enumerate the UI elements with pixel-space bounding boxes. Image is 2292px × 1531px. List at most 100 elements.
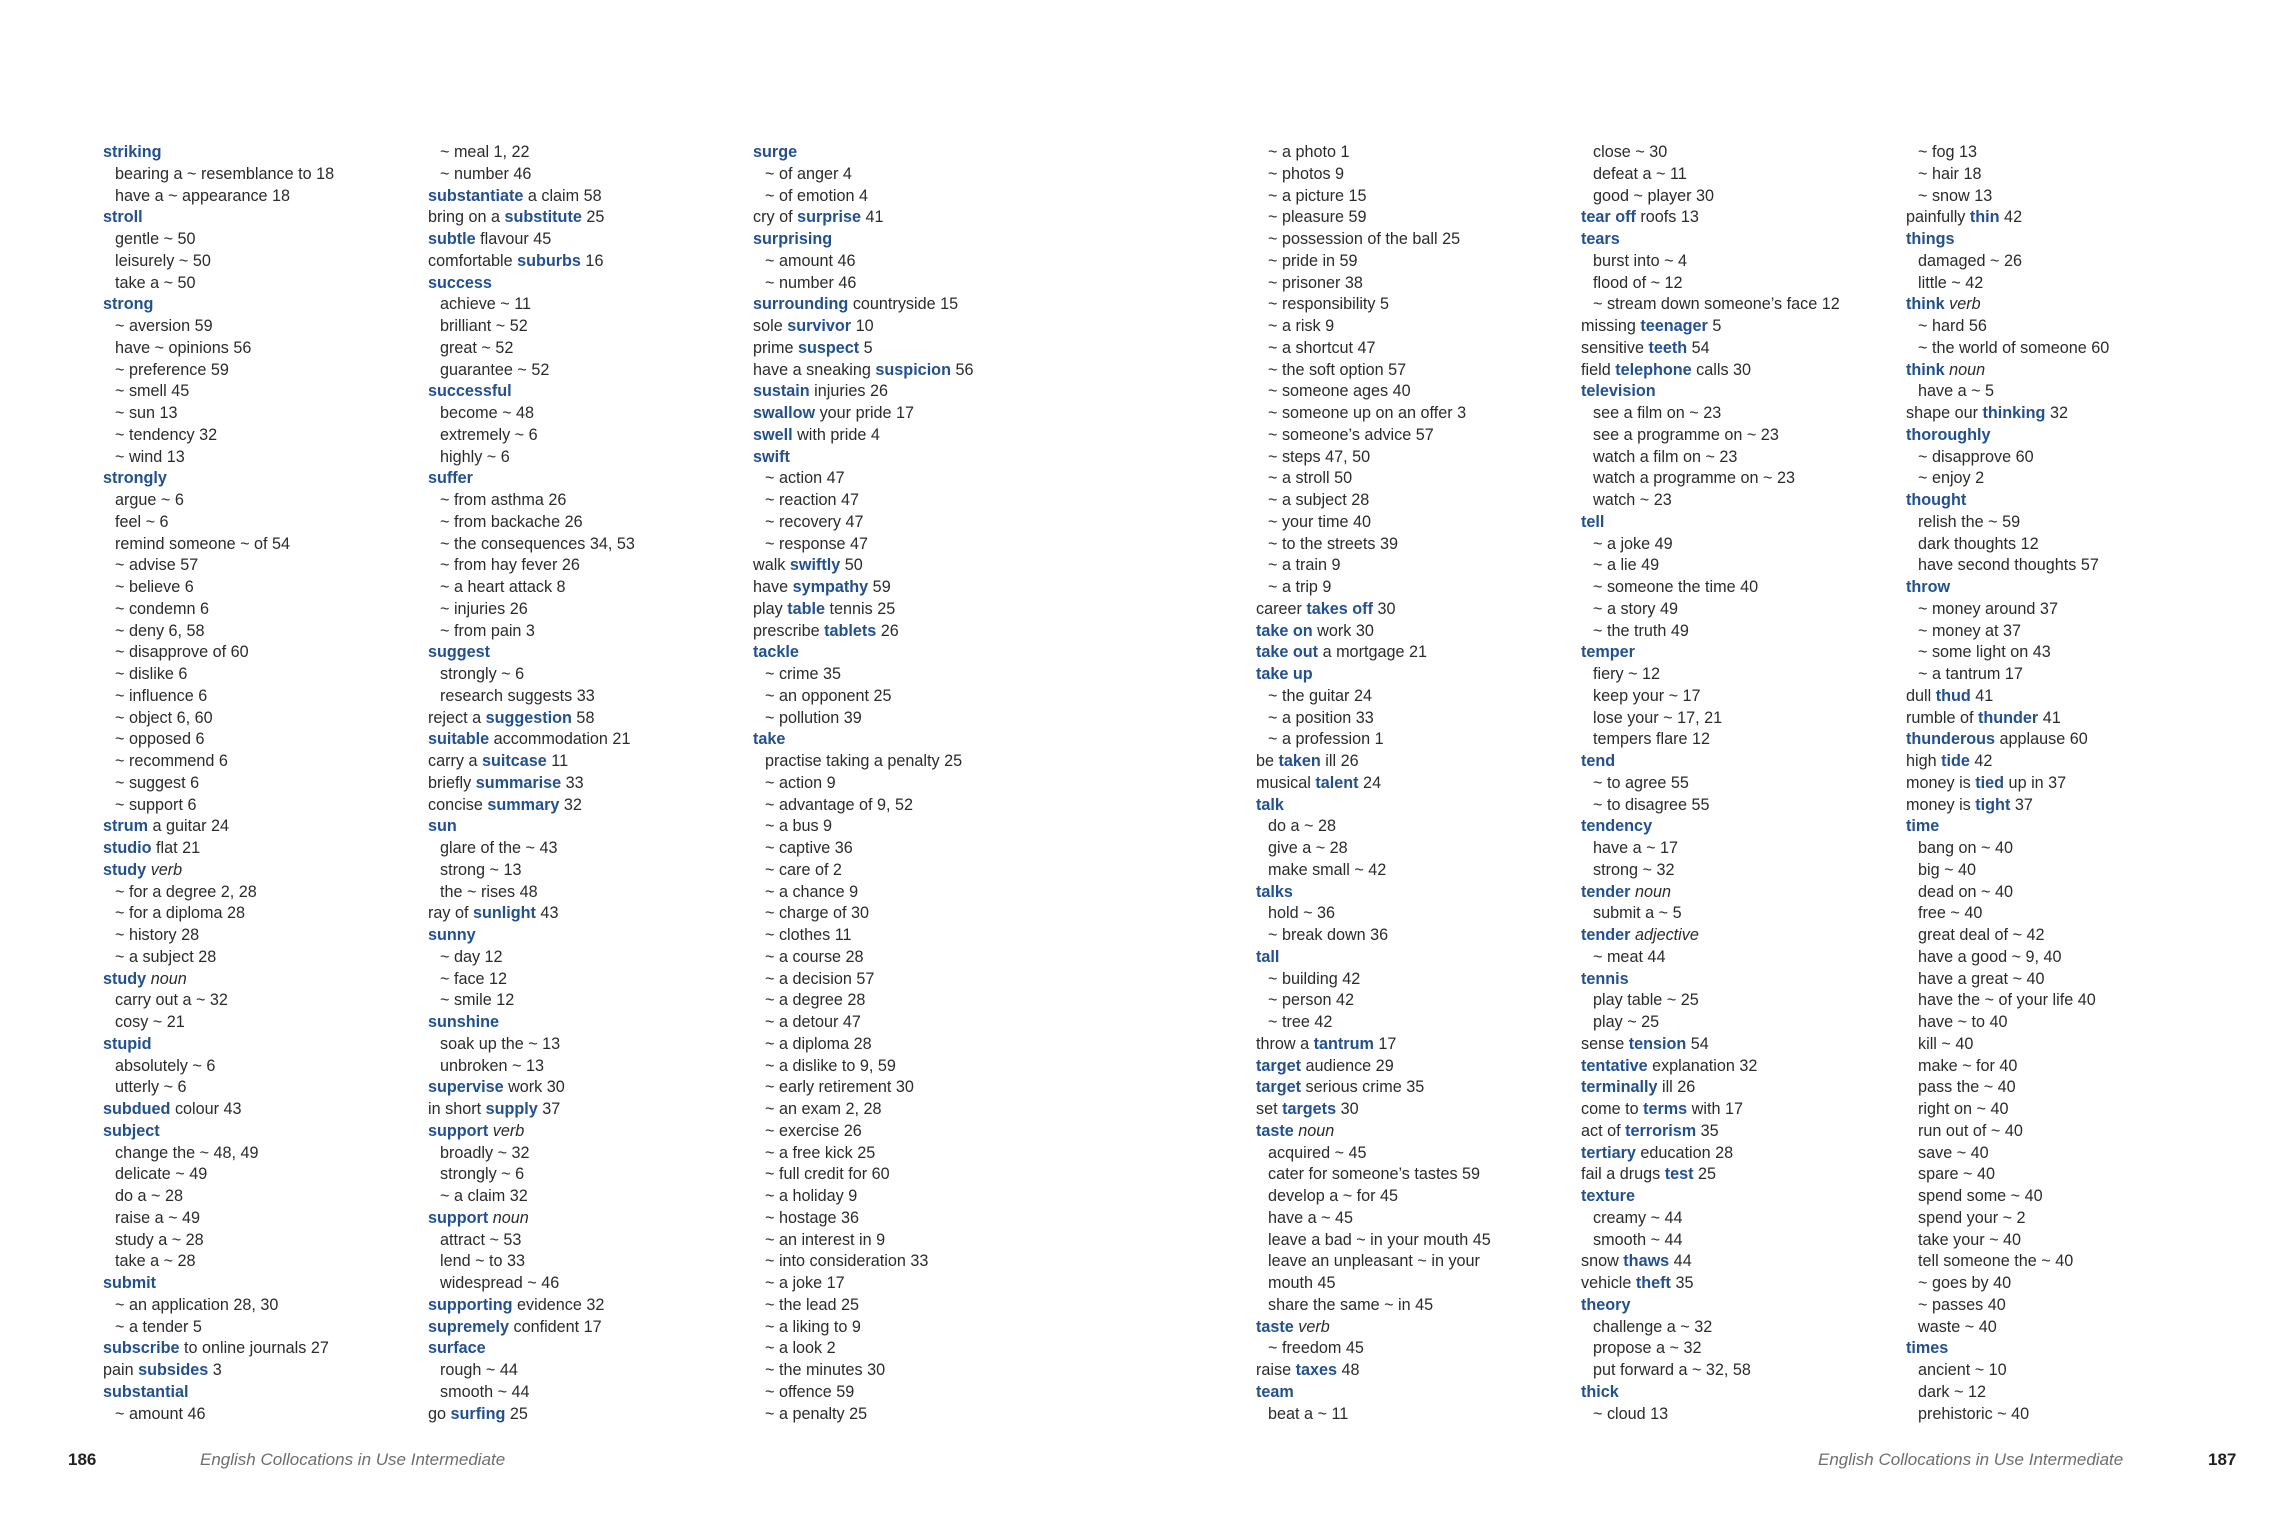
index-text: ~ prisoner 38 bbox=[1268, 273, 1363, 292]
index-subentry: utterly ~ 6 bbox=[103, 1077, 403, 1099]
index-entry: raise taxes 48 bbox=[1256, 1360, 1556, 1382]
index-subentry: have a ~ 5 bbox=[1906, 381, 2206, 403]
index-text: ~ from hay fever 26 bbox=[440, 556, 580, 575]
index-text: keep your ~ 17 bbox=[1593, 686, 1701, 705]
index-text: play ~ 25 bbox=[1593, 1013, 1660, 1031]
index-subentry: prehistoric ~ 40 bbox=[1906, 1404, 2206, 1426]
index-text: ~ care of 2 bbox=[765, 860, 842, 879]
index-text: ~ a train 9 bbox=[1268, 556, 1341, 575]
index-text: ~ a diploma 28 bbox=[765, 1034, 872, 1053]
index-subentry: ~ object 6, 60 bbox=[103, 708, 403, 730]
index-subentry: ~ action 9 bbox=[753, 773, 1053, 795]
index-subentry: ~ influence 6 bbox=[103, 686, 403, 708]
index-entry: painfully thin 42 bbox=[1906, 207, 2206, 229]
index-text: 32 bbox=[559, 795, 582, 814]
index-text: have ~ to 40 bbox=[1918, 1013, 2008, 1031]
index-text: play bbox=[753, 599, 788, 618]
index-text: applause 60 bbox=[1995, 730, 2088, 749]
index-subentry: ~ a photo 1 bbox=[1256, 142, 1556, 164]
index-text: colour 43 bbox=[170, 1100, 242, 1118]
index-column-2: ~ meal 1, 22 ~ number 46 substantiate a cl… bbox=[428, 142, 728, 1425]
index-headword: stupid bbox=[103, 1034, 152, 1053]
index-subentry: ~ a joke 17 bbox=[753, 1273, 1053, 1295]
index-subentry: ~ tree 42 bbox=[1256, 1012, 1556, 1034]
index-text: ~ from asthma 26 bbox=[440, 491, 567, 509]
index-headword: surfing bbox=[450, 1404, 506, 1423]
index-text: briefly bbox=[428, 773, 476, 792]
index-subentry: ~ a decision 57 bbox=[753, 969, 1053, 991]
index-entry: substantial bbox=[103, 1382, 403, 1404]
index-text: unbroken ~ 13 bbox=[440, 1056, 544, 1075]
index-entry: swallow your pride 17 bbox=[753, 403, 1053, 425]
index-entry: tentative explanation 32 bbox=[1581, 1056, 1881, 1078]
index-entry: strongly bbox=[103, 468, 403, 490]
index-subentry: ~ hair 18 bbox=[1906, 164, 2206, 186]
index-subentry: ~ someone up on an offer 3 bbox=[1256, 403, 1556, 425]
index-subentry: ~ from pain 3 bbox=[428, 621, 728, 643]
index-entry: take on work 30 bbox=[1256, 621, 1556, 643]
index-entry: cry of surprise 41 bbox=[753, 207, 1053, 229]
index-headword: tendency bbox=[1581, 817, 1653, 836]
index-headword: table bbox=[787, 599, 825, 618]
index-text: ill 26 bbox=[1657, 1078, 1696, 1097]
index-entry: take bbox=[753, 729, 1053, 751]
index-headword: targets bbox=[1282, 1100, 1337, 1118]
index-text: ~ from pain 3 bbox=[440, 621, 535, 640]
index-text: argue ~ 6 bbox=[115, 491, 184, 509]
index-text: the ~ rises 48 bbox=[440, 882, 538, 901]
index-text: ~ suggest 6 bbox=[115, 773, 200, 792]
index-text: roofs 13 bbox=[1635, 208, 1699, 227]
index-entry: walk swiftly 50 bbox=[753, 555, 1053, 577]
index-text: ~ a trip 9 bbox=[1268, 578, 1332, 596]
index-headword: subscribe bbox=[103, 1339, 180, 1358]
index-subentry: ~ responsibility 5 bbox=[1256, 294, 1556, 316]
index-subentry: ~ goes by 40 bbox=[1906, 1273, 2206, 1295]
part-of-speech: verb bbox=[1949, 295, 1981, 314]
index-headword: submit bbox=[103, 1274, 157, 1292]
index-text: serious crime 35 bbox=[1300, 1078, 1425, 1097]
index-subentry: ~ your time 40 bbox=[1256, 512, 1556, 534]
index-headword: swiftly bbox=[789, 556, 841, 575]
index-headword: time bbox=[1906, 817, 1940, 836]
index-subentry: argue ~ 6 bbox=[103, 490, 403, 512]
index-text: career bbox=[1256, 599, 1307, 618]
index-headword: thought bbox=[1906, 491, 1967, 509]
index-entry: tall bbox=[1256, 947, 1556, 969]
index-subentry: ~ passes 40 bbox=[1906, 1295, 2206, 1317]
index-entry: thought bbox=[1906, 490, 2206, 512]
index-text: ~ meal 1, 22 bbox=[440, 143, 530, 161]
index-subentry: ~ someone the time 40 bbox=[1581, 577, 1881, 599]
index-subentry: ~ meat 44 bbox=[1581, 947, 1881, 969]
index-text: 32 bbox=[2045, 404, 2068, 422]
index-subentry: ~ captive 36 bbox=[753, 838, 1053, 860]
index-entry: go surfing 25 bbox=[428, 1404, 728, 1426]
index-subentry: bang on ~ 40 bbox=[1906, 838, 2206, 860]
index-subentry: see a film on ~ 23 bbox=[1581, 403, 1881, 425]
index-entry: team bbox=[1256, 1382, 1556, 1404]
index-subentry: guarantee ~ 52 bbox=[428, 360, 728, 382]
index-text: utterly ~ 6 bbox=[115, 1078, 187, 1097]
index-text: reject a bbox=[428, 708, 486, 727]
index-subentry: ~ a stroll 50 bbox=[1256, 468, 1556, 490]
index-text: ~ hair 18 bbox=[1918, 164, 1982, 183]
index-text: give a ~ 28 bbox=[1268, 839, 1348, 857]
index-subentry: ~ some light on 43 bbox=[1906, 642, 2206, 664]
index-text: education 28 bbox=[1635, 1143, 1734, 1162]
index-text: ~ an interest in 9 bbox=[765, 1230, 886, 1249]
index-headword: subdued bbox=[103, 1100, 171, 1118]
index-text: ~ passes 40 bbox=[1918, 1295, 2006, 1314]
index-text: spend some ~ 40 bbox=[1918, 1187, 2043, 1205]
index-entry: concise summary 32 bbox=[428, 795, 728, 817]
index-subentry: ~ the lead 25 bbox=[753, 1295, 1053, 1317]
index-headword: subtle bbox=[428, 230, 476, 248]
index-entry: target serious crime 35 bbox=[1256, 1077, 1556, 1099]
index-headword: tied bbox=[1975, 773, 2005, 792]
index-headword: think bbox=[1906, 295, 1945, 314]
index-subentry: keep your ~ 17 bbox=[1581, 686, 1881, 708]
index-subentry: ~ the consequences 34, 53 bbox=[428, 534, 728, 556]
index-subentry: brilliant ~ 52 bbox=[428, 316, 728, 338]
index-text: mouth 45 bbox=[1268, 1274, 1336, 1292]
index-headword: tentative bbox=[1581, 1056, 1648, 1075]
index-subentry: ~ clothes 11 bbox=[753, 925, 1053, 947]
index-subentry: damaged ~ 26 bbox=[1906, 251, 2206, 273]
